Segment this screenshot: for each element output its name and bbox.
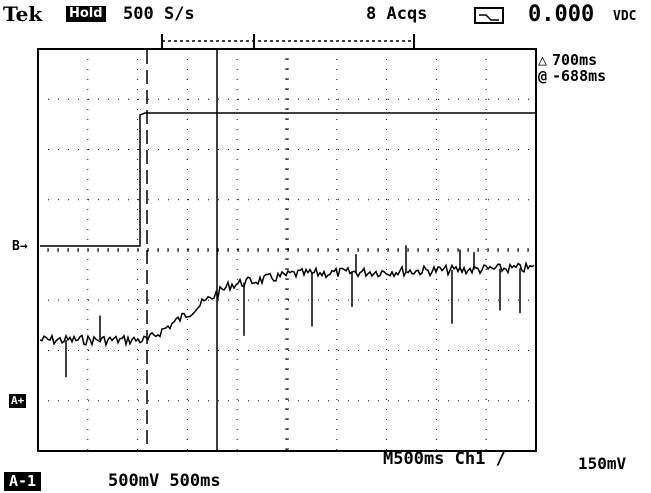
trace-a-signal: [39, 261, 535, 348]
channel-a-marker[interactable]: A+: [9, 394, 37, 408]
channel-b-marker[interactable]: B→: [12, 239, 28, 254]
meter-unit: VDC: [613, 9, 637, 24]
delta-icon: △: [538, 51, 548, 69]
trace-b-step: [40, 112, 535, 247]
acquisition-count: 8 Acqs: [366, 4, 428, 24]
cursor-position-readout: -688ms: [552, 67, 607, 85]
channel-tag[interactable]: A-1: [4, 472, 42, 491]
hold-badge[interactable]: Hold: [66, 6, 106, 22]
vertical-horizontal-scale: 500mV 500ms: [108, 471, 221, 491]
sample-rate: 500 S/s: [123, 4, 195, 24]
brand-logo: Tek: [3, 2, 43, 26]
scope-mode-icon: [474, 7, 504, 24]
at-icon: @: [538, 67, 548, 85]
trace-a-noise-spikes: [65, 245, 521, 378]
record-length-bar: [161, 34, 415, 48]
timebase-trigger-readout: M500ms Ch1 ∕: [383, 449, 506, 469]
meter-value: 0.000: [528, 2, 595, 27]
channel-a-marker-label: A+: [9, 394, 27, 408]
trigger-level: 150mV: [578, 454, 627, 473]
cursor-delta-readout: 700ms: [552, 51, 598, 69]
graticule-grid: [37, 48, 536, 451]
